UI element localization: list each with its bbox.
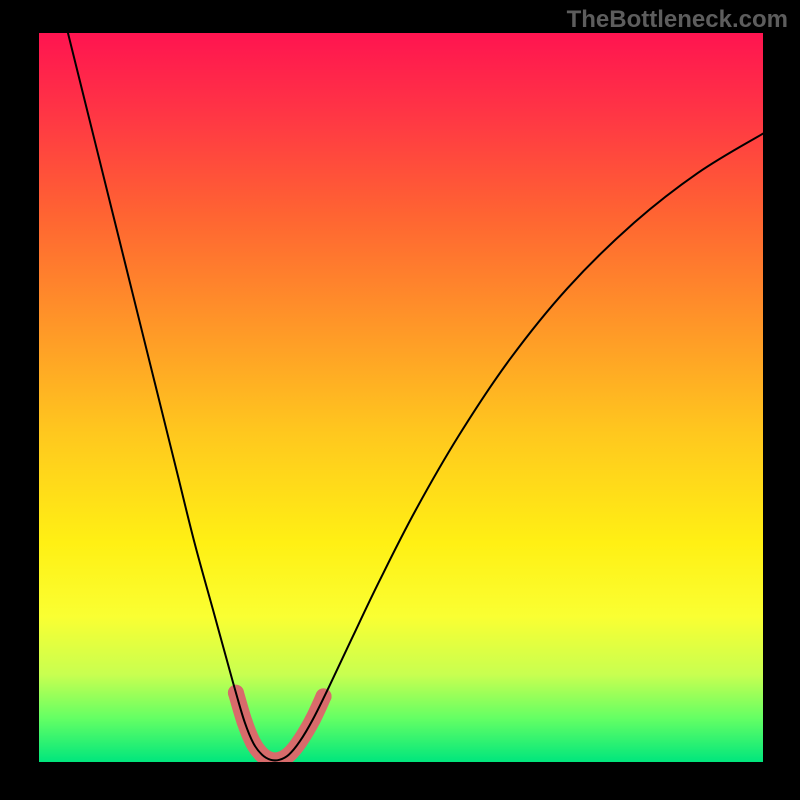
bottleneck-curve	[68, 33, 763, 761]
plot-area	[39, 33, 763, 762]
curve-layer	[39, 33, 763, 762]
source-watermark: TheBottleneck.com	[567, 6, 788, 34]
chart-frame: TheBottleneck.com	[0, 0, 800, 800]
